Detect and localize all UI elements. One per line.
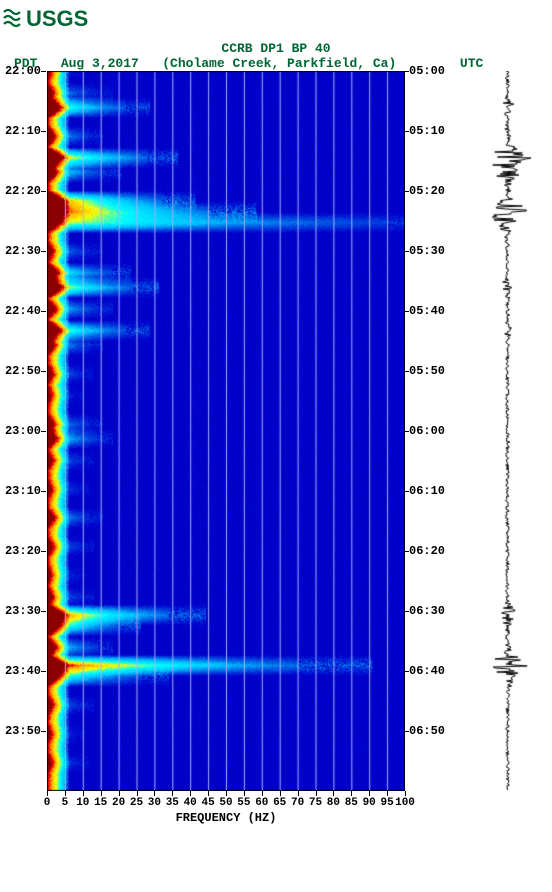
left-time-label: 22:20 <box>0 184 41 198</box>
left-time-label: 23:20 <box>0 544 41 558</box>
logo-text: USGS <box>26 6 88 30</box>
left-time-label: 23:50 <box>0 724 41 738</box>
left-time-label: 23:10 <box>0 484 41 498</box>
right-time-label: 05:50 <box>409 364 445 378</box>
right-time-label: 05:10 <box>409 124 445 138</box>
right-time-label: 06:20 <box>409 544 445 558</box>
usgs-logo: USGS <box>0 0 552 41</box>
right-time-label: 06:50 <box>409 724 445 738</box>
left-time-axis: 22:0022:1022:2022:3022:4022:5023:0023:10… <box>0 71 45 791</box>
right-timezone: UTC <box>460 56 483 71</box>
frequency-axis-label: FREQUENCY (HZ) <box>47 811 405 825</box>
left-time-label: 23:30 <box>0 604 41 618</box>
waveform-trace <box>480 71 535 791</box>
right-time-label: 05:40 <box>409 304 445 318</box>
plot-location: (Cholame Creek, Parkfield, Ca) <box>162 56 396 71</box>
right-time-label: 06:00 <box>409 424 445 438</box>
spectrogram <box>47 71 405 791</box>
plot-date: Aug 3,2017 <box>61 56 139 71</box>
right-time-label: 05:30 <box>409 244 445 258</box>
plot-title: CCRB DP1 BP 40 <box>0 41 552 56</box>
left-time-label: 22:10 <box>0 124 41 138</box>
left-time-label: 22:50 <box>0 364 41 378</box>
left-time-label: 23:00 <box>0 424 41 438</box>
right-time-label: 05:20 <box>409 184 445 198</box>
right-time-label: 06:40 <box>409 664 445 678</box>
left-time-label: 23:40 <box>0 664 41 678</box>
right-time-label: 05:00 <box>409 64 445 78</box>
plot-header: CCRB DP1 BP 40 PDT Aug 3,2017 (Cholame C… <box>0 41 552 71</box>
right-time-axis: 05:0005:1005:2005:3005:4005:5006:0006:10… <box>405 71 465 791</box>
right-time-label: 06:30 <box>409 604 445 618</box>
right-time-label: 06:10 <box>409 484 445 498</box>
left-time-label: 22:40 <box>0 304 41 318</box>
left-time-label: 22:00 <box>0 64 41 78</box>
freq-tick-label: 100 <box>395 797 415 809</box>
left-time-label: 22:30 <box>0 244 41 258</box>
